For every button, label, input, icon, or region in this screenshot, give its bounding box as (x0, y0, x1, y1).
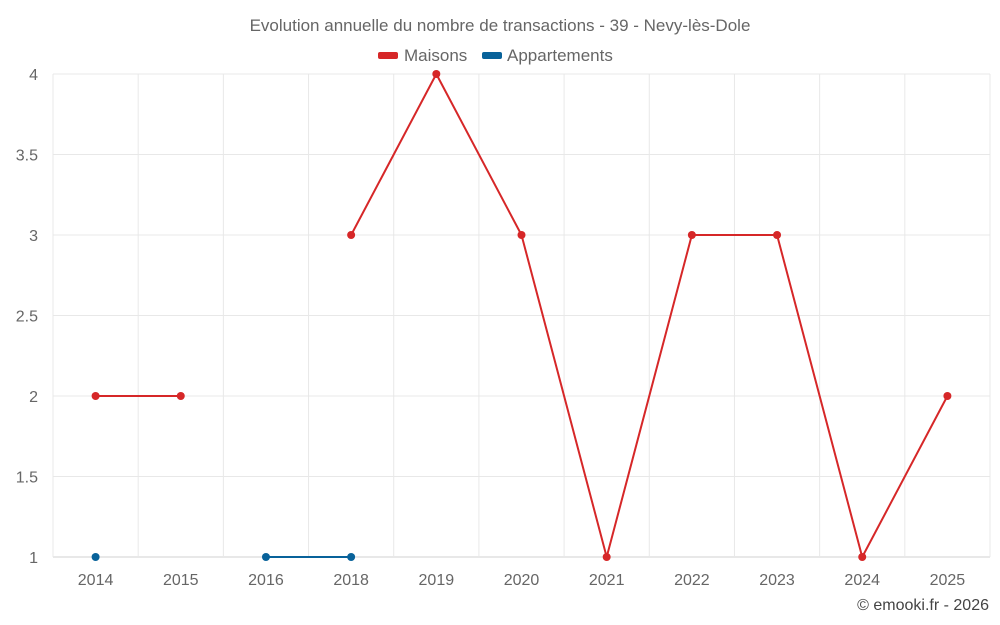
y-tick-label: 4 (29, 67, 38, 84)
series-layer (91, 70, 952, 561)
legend-swatch-maisons[interactable] (378, 52, 398, 59)
x-tick-label: 2022 (674, 572, 710, 589)
data-point-appartements[interactable] (347, 553, 356, 561)
x-tick-label: 2016 (248, 572, 284, 589)
data-point-maisons[interactable] (432, 70, 441, 78)
credit-text: © emooki.fr - 2026 (857, 597, 989, 614)
y-tick-label: 1 (29, 550, 38, 567)
y-tick-label: 3.5 (16, 148, 38, 165)
y-tick-label: 1.5 (16, 470, 38, 487)
x-tick-label: 2024 (844, 572, 880, 589)
legend[interactable]: Maisons Appartements (378, 46, 613, 65)
y-tick-label: 2.5 (16, 309, 38, 326)
x-tick-label: 2018 (333, 572, 369, 589)
y-tick-label: 3 (29, 228, 38, 245)
y-axis: 1 1.5 2 2.5 3 3.5 4 (16, 67, 38, 567)
data-point-maisons[interactable] (943, 392, 952, 400)
data-point-appartements[interactable] (91, 553, 100, 561)
series-line-maisons (350, 73, 949, 558)
grid (52, 73, 991, 558)
data-point-maisons[interactable] (602, 553, 611, 561)
data-point-appartements[interactable] (261, 553, 270, 561)
legend-label-maisons[interactable]: Maisons (404, 46, 467, 65)
x-tick-label: 2023 (759, 572, 795, 589)
x-tick-label: 2019 (419, 572, 455, 589)
data-point-maisons[interactable] (517, 231, 526, 239)
y-tick-label: 2 (29, 389, 38, 406)
data-point-maisons[interactable] (91, 392, 100, 400)
x-tick-label: 2015 (163, 572, 199, 589)
x-axis: 2014 2015 2016 2018 2019 2020 2021 2022 2023 2024… (78, 572, 966, 589)
x-tick-label: 2021 (589, 572, 625, 589)
x-tick-label: 2020 (504, 572, 540, 589)
data-point-maisons[interactable] (347, 231, 356, 239)
data-point-maisons[interactable] (858, 553, 867, 561)
data-point-maisons[interactable] (687, 231, 696, 239)
legend-label-appartements[interactable]: Appartements (507, 46, 613, 65)
x-tick-label: 2025 (930, 572, 966, 589)
legend-swatch-appartements[interactable] (482, 52, 502, 59)
data-point-maisons[interactable] (176, 392, 185, 400)
data-point-maisons[interactable] (773, 231, 782, 239)
chart-title: Evolution annuelle du nombre de transact… (250, 16, 751, 35)
x-tick-label: 2014 (78, 572, 114, 589)
